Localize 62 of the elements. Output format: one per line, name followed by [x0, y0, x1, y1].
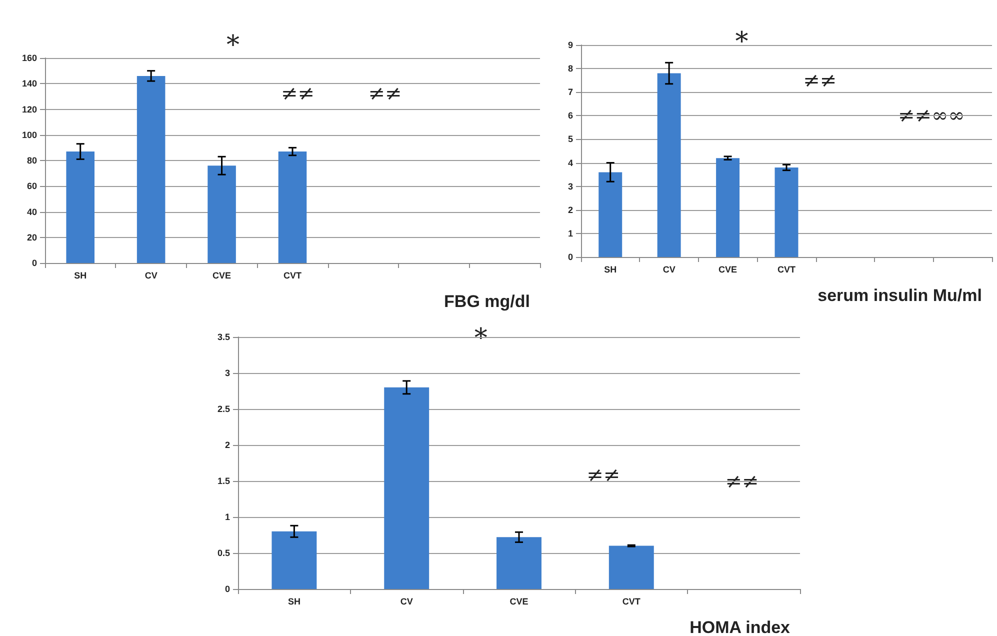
x-tick-label: CVE: [212, 270, 232, 280]
x-tick-label: CVT: [778, 264, 796, 274]
y-tick-label: 3: [568, 181, 573, 192]
annotation: ≠≠: [281, 80, 315, 105]
y-tick-label: 6: [568, 110, 573, 121]
y-tick-label: 5: [568, 134, 573, 144]
y-tick-label: 160: [22, 53, 37, 63]
bar: [136, 76, 166, 263]
y-tick-label: 2: [568, 204, 573, 215]
bar: [608, 546, 654, 589]
y-tick-label: 100: [22, 130, 37, 140]
bar: [66, 152, 94, 263]
x-tick-label: SH: [74, 270, 87, 280]
y-tick-label: 3.5: [217, 332, 230, 342]
x-tick-label: CVE: [510, 596, 528, 606]
y-tick-label: 8: [568, 64, 573, 74]
bar: [208, 166, 236, 263]
x-axis-title: HOMA index: [690, 618, 791, 636]
y-tick-label: 60: [26, 181, 37, 192]
y-tick-label: 4: [568, 158, 573, 168]
y-tick-label: 9: [568, 40, 573, 50]
annotation: ≠≠: [725, 469, 759, 494]
bar: [598, 172, 622, 257]
y-tick-label: 2: [224, 440, 230, 450]
bar: [272, 531, 317, 589]
bar: [496, 537, 542, 589]
y-tick-label: 0: [32, 258, 37, 268]
y-tick-label: 3: [224, 368, 230, 378]
x-axis-title: serum insulin Mu/ml: [818, 286, 982, 305]
y-tick-label: 40: [26, 206, 37, 217]
y-tick-label: 2.5: [217, 404, 230, 414]
y-tick-label: 1: [568, 228, 573, 238]
annotation: ≠≠: [368, 80, 402, 105]
x-tick-label: SH: [288, 596, 300, 606]
y-tick-label: 7: [568, 87, 573, 98]
y-tick-label: 120: [22, 104, 37, 114]
annotation: ≠≠: [803, 68, 837, 92]
x-tick-label: SH: [604, 264, 617, 274]
x-tick-label: CVE: [718, 264, 738, 274]
y-tick-label: 1: [224, 512, 230, 522]
bar: [774, 167, 798, 257]
annotation: *: [226, 30, 240, 60]
x-tick-label: CVT: [622, 596, 641, 606]
x-axis-title: FBG mg/dl: [444, 292, 530, 311]
bar: [278, 152, 307, 263]
bar: [384, 387, 430, 589]
y-tick-label: 0: [224, 584, 230, 594]
x-tick-label: CV: [662, 264, 676, 274]
x-tick-label: CVT: [284, 270, 302, 280]
annotation: ≠≠: [586, 462, 620, 487]
y-tick-label: 1.5: [217, 476, 230, 486]
x-tick-label: CV: [400, 596, 413, 606]
bar: [657, 73, 681, 257]
y-tick-label: 80: [26, 156, 37, 166]
y-tick-label: 0.5: [217, 548, 230, 558]
annotation: *: [735, 27, 748, 58]
y-tick-label: 140: [22, 78, 37, 89]
bar: [716, 158, 740, 257]
y-tick-label: 20: [26, 232, 37, 242]
annotation: *: [474, 324, 488, 354]
x-tick-label: CV: [144, 270, 158, 280]
y-tick-label: 0: [568, 252, 573, 262]
